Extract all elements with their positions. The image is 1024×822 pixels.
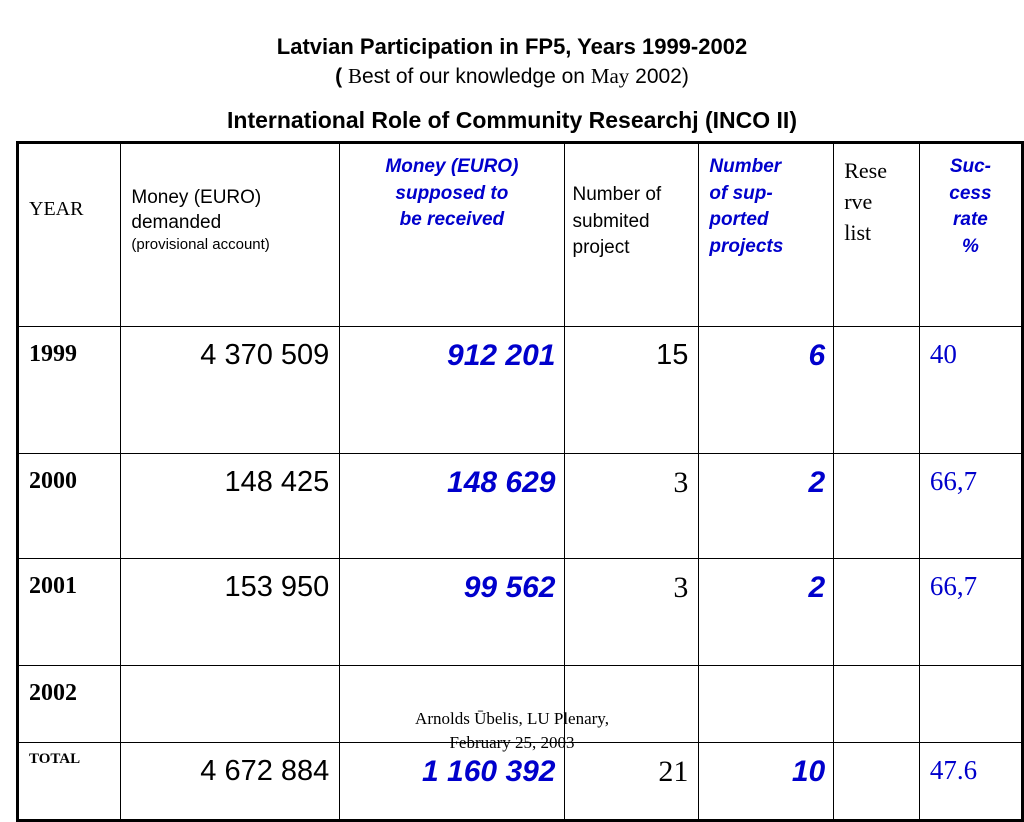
cell-reserve: [833, 326, 920, 454]
header-supported: Number of sup- ported projects: [698, 142, 835, 327]
header-year: YEAR: [16, 142, 122, 327]
header-rate-l1: Suc-: [949, 156, 991, 177]
cell-supported: 2: [698, 453, 835, 559]
cell-demanded: 153 950: [120, 558, 341, 666]
title-line-2-may: May: [590, 64, 630, 88]
cell-demanded: 4 370 509: [120, 326, 341, 454]
header-supported-l3: ported: [709, 209, 769, 231]
header-submitted-l1: Number of: [572, 184, 662, 205]
cell-supported: [698, 665, 835, 743]
title-line-1: Latvian Participation in FP5, Years 1999…: [276, 34, 748, 59]
table-row: 2001 153 950 99 562 3 2 66,7: [16, 558, 1024, 666]
table-row: 1999 4 370 509 912 201 15 6 40: [16, 326, 1024, 454]
cell-supposed: 148 629: [339, 453, 565, 559]
header-demanded-l3: (provisional account): [131, 236, 270, 254]
header-supposed-l2: supposed to: [395, 182, 509, 204]
cell-supported: 2: [698, 558, 835, 666]
cell-demanded: 148 425: [120, 453, 341, 559]
header-submitted-l2: submited: [572, 210, 650, 232]
header-demanded-l2: demanded: [131, 211, 222, 233]
cell-supposed: 912 201: [339, 326, 565, 454]
title-line-2-year: 2002): [629, 65, 689, 88]
cell-supposed: [339, 665, 565, 743]
cell-year: 1999: [16, 326, 122, 454]
cell-reserve: [833, 453, 920, 559]
header-submitted: Number of submited project: [563, 142, 700, 327]
cell-rate: 66,7: [918, 453, 1024, 559]
cell-reserve: [833, 558, 920, 666]
header-reserve-list: Rese rve list: [833, 142, 920, 327]
title-line-3: International Role of Community Research…: [0, 107, 1024, 134]
header-supposed-l3: be received: [399, 209, 505, 231]
header-success-rate: Suc- cess rate %: [918, 142, 1024, 327]
header-rate-l4: %: [961, 235, 979, 257]
header-reserve-l3: list: [844, 219, 872, 245]
header-supported-l4: projects: [709, 235, 784, 257]
title-line-3-paren: (INCO II): [698, 107, 797, 133]
header-reserve-l1: Rese: [844, 158, 887, 183]
cell-rate: 66,7: [918, 558, 1024, 666]
header-money-demanded: Money (EURO) demanded (provisional accou…: [120, 142, 341, 327]
cell-year: 2002: [16, 665, 122, 743]
header-demanded-l1: Money (EURO): [131, 187, 262, 208]
cell-submitted: 3: [563, 453, 700, 559]
cell-year: 2000: [16, 453, 122, 559]
footer: Arnolds Ūbelis, LU Plenary, February 25,…: [0, 707, 1024, 755]
header-supported-l1: Number: [709, 156, 782, 177]
footer-date: February 25, 2003: [449, 733, 575, 752]
cell-year: 2001: [16, 558, 122, 666]
cell-submitted: 15: [563, 326, 700, 454]
table-row: 2000 148 425 148 629 3 2 66,7: [16, 453, 1024, 559]
header-supported-l2: of sup-: [709, 182, 773, 204]
title-line-2-b: B: [347, 64, 362, 88]
cell-rate: 40: [918, 326, 1024, 454]
title-line-2: ( Best of our knowledge on May 2002): [0, 64, 1024, 89]
header-submitted-l3: project: [572, 237, 630, 259]
cell-rate: [918, 665, 1024, 743]
header-rate-l3: rate: [952, 209, 988, 231]
cell-supported: 6: [698, 326, 835, 454]
header-supposed-l1: Money (EURO): [385, 156, 519, 177]
header-rate-l2: cess: [949, 182, 992, 204]
header-reserve-l2: rve: [844, 188, 873, 214]
cell-supposed: 99 562: [339, 558, 565, 666]
header-money-supposed: Money (EURO) supposed to be received: [339, 142, 565, 327]
table-header-row: YEAR Money (EURO) demanded (provisional …: [16, 142, 1024, 327]
table-row: 2002: [16, 665, 1024, 743]
title-line-2-mid: est of our knowledge on: [361, 65, 591, 88]
title-line-3-main: International Role of Community Research…: [227, 107, 699, 133]
cell-submitted: 3: [563, 558, 700, 666]
footer-author: Arnolds Ūbelis, LU Plenary,: [415, 709, 609, 728]
title-line-2-open: (: [335, 65, 348, 88]
